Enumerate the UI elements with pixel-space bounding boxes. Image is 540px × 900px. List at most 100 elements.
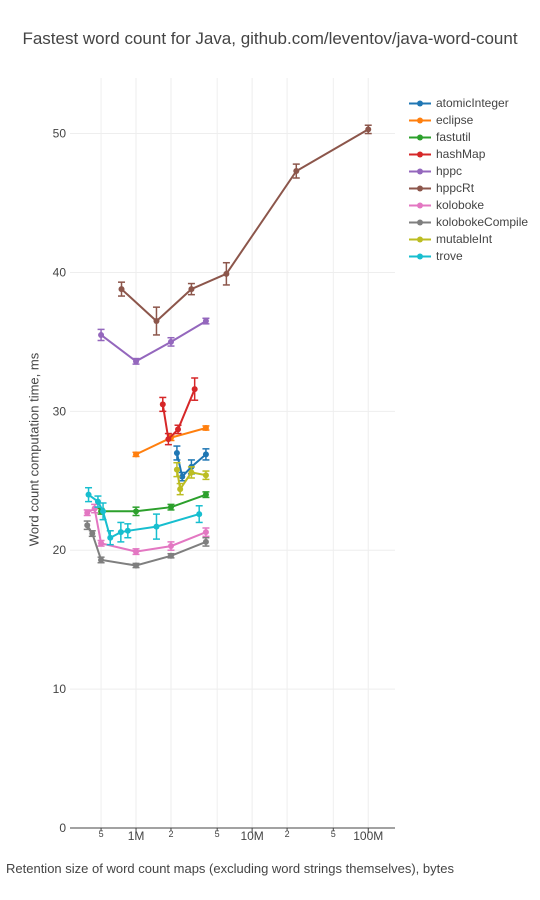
legend-label: hppcRt [436,181,475,195]
data-point [202,491,209,498]
data-point [98,331,105,338]
data-point [133,451,140,458]
x-tick-label: 10M [240,829,263,843]
data-point [89,530,96,537]
series-line [100,320,207,363]
y-axis-label: Word count computation time, ms [26,352,42,547]
legend-swatch [409,151,431,158]
series-line [87,493,200,540]
series-mutableInt [173,461,210,496]
data-point [117,529,124,536]
x-tick-label: 100M [353,829,383,843]
legend-swatch [409,202,431,209]
legend-label: hashMap [436,147,486,161]
legend-label: trove [436,249,463,263]
series-layer [83,124,372,569]
legend-swatch [409,236,431,243]
data-point [153,523,160,530]
series-atomicInteger [173,445,210,482]
y-tick-label: 20 [53,543,67,557]
data-point [179,473,186,480]
legend-label: eclipse [436,113,474,127]
data-point [167,338,174,345]
series-line [101,493,207,513]
legend-label: fastutil [436,130,471,144]
series-line [161,388,196,442]
data-point [165,436,172,443]
series-hashMap [159,377,199,446]
data-point [175,426,182,433]
data-point [167,552,174,559]
data-point [202,538,209,545]
legend-label: mutableInt [436,232,493,246]
data-point [167,543,174,550]
data-point [107,534,114,541]
series-line [175,469,207,492]
data-point [133,358,140,365]
legend-label: kolobokeCompile [436,215,529,229]
legend-swatch [409,117,431,124]
axis-layer: 5 1M 2 5 10M 2 5 100M 0 10 20 30 40 50 [53,127,395,843]
series-trove [85,486,203,546]
data-point [84,522,91,529]
data-point [85,491,92,498]
data-point [100,508,107,515]
data-point [124,527,131,534]
series-line [175,452,207,479]
data-point [133,508,140,515]
legend-label: atomicInteger [436,96,509,110]
data-point [202,318,209,325]
legend-swatch [409,185,431,192]
data-point [196,511,203,518]
series-fastutil [97,491,210,517]
x-tick-label: 2 [168,829,173,839]
y-tick-label: 40 [53,265,67,279]
legend-swatch [409,168,431,175]
data-point [202,425,209,431]
x-tick-label: 5 [331,829,336,839]
data-point [293,168,300,175]
data-point [167,504,174,511]
legend-swatch [409,253,431,260]
x-axis-label: Retention size of word count maps (exclu… [6,861,454,876]
data-point [118,286,125,293]
x-tick-label: 1M [128,829,145,843]
data-point [84,509,91,516]
data-point [223,270,230,277]
data-point [133,562,140,569]
data-point [133,548,140,555]
data-point [173,466,180,473]
data-point [153,318,160,325]
data-point [159,401,166,408]
legend-swatch [409,134,431,141]
data-point [173,450,180,456]
data-point [98,540,105,547]
legend-label: hppc [436,164,463,178]
y-tick-label: 50 [53,127,67,141]
legend-swatch [409,219,431,226]
data-point [202,529,209,536]
grid-layer [70,78,395,828]
x-tick-label: 2 [285,829,290,839]
chart-title: Fastest word count for Java, github.com/… [22,29,518,48]
data-point [202,472,209,479]
series-line [86,524,207,567]
legend-swatch [409,100,431,107]
series-hppcRt [118,124,372,336]
x-tick-label: 5 [99,829,104,839]
data-point [365,126,372,133]
y-tick-label: 10 [53,682,67,696]
data-point [98,556,105,563]
series-kolobokeCompile [83,520,210,569]
data-point [202,451,209,458]
data-point [188,286,195,293]
y-tick-label: 0 [59,821,66,835]
data-point [188,469,195,476]
data-point [191,386,198,393]
legend-label: koloboke [436,198,485,212]
series-line [120,128,369,323]
y-tick-label: 30 [53,404,67,418]
series-hppc [97,317,210,365]
data-point [177,486,184,493]
